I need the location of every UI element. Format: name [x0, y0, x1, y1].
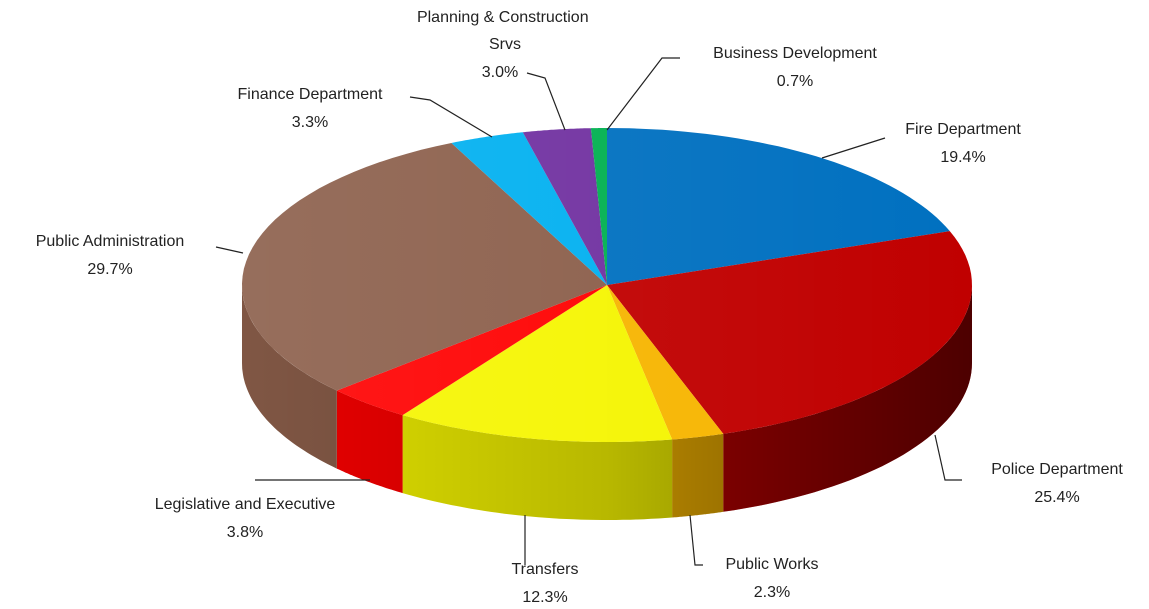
category-label: Planning & Construction Srvs	[417, 9, 593, 53]
top-shine	[242, 128, 972, 442]
category-label: Fire Department	[905, 121, 1021, 138]
category-label: Legislative and Executive	[155, 496, 336, 513]
leader-line	[821, 137, 886, 159]
value-label: 3.8%	[227, 524, 263, 541]
label-line: Planning & Construction	[417, 9, 593, 26]
value-label: 12.3%	[522, 589, 567, 606]
label-line: Srvs	[489, 36, 521, 53]
value-label: 3.0%	[482, 64, 518, 81]
category-label: Transfers	[512, 561, 579, 578]
value-label: 2.3%	[754, 584, 790, 601]
leader-line	[934, 434, 962, 481]
category-label: Business Development	[713, 45, 877, 62]
side-shade	[242, 285, 337, 469]
category-label: Finance Department	[238, 86, 384, 103]
side-shade	[336, 390, 403, 494]
leader-line	[215, 246, 244, 254]
leader-line	[606, 57, 680, 131]
side-shade	[723, 285, 972, 512]
side-shade	[672, 433, 724, 518]
category-label: Public Works	[725, 556, 818, 573]
leader-line	[409, 96, 493, 138]
category-label: Public Administration	[36, 233, 185, 250]
value-label: 25.4%	[1034, 489, 1079, 506]
value-label: 3.3%	[292, 114, 328, 131]
category-label: Police Department	[991, 461, 1123, 478]
value-label: 0.7%	[777, 73, 813, 90]
value-label: 19.4%	[940, 149, 985, 166]
side-shade	[402, 415, 673, 520]
leader-line	[526, 72, 566, 131]
leader-line	[689, 514, 703, 566]
value-label: 29.7%	[87, 261, 132, 278]
